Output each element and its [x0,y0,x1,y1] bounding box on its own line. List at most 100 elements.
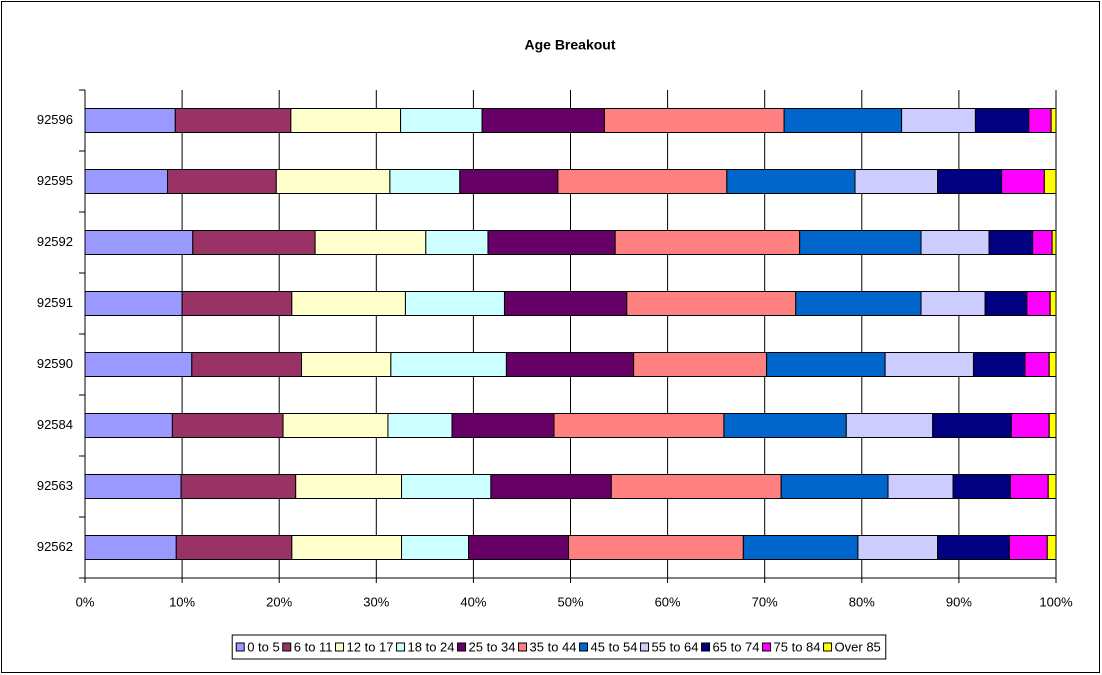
bar-segment [974,108,1030,133]
bar-segment [1043,169,1057,194]
bar-segment [275,169,391,194]
bar-segment [626,291,797,316]
bar-segment [1051,230,1057,255]
legend-label: 0 to 5 [247,639,280,654]
bar-segment [1049,291,1057,316]
x-tick-label: 80% [849,594,875,609]
bar-segment [610,474,782,499]
bar-segment [726,169,856,194]
bar-segment [1008,535,1048,560]
bar-segment [1001,169,1045,194]
x-tick-label: 40% [460,594,486,609]
bar-segment [291,291,406,316]
bar-segment [1009,474,1049,499]
bar-segment [920,291,986,316]
bar-segment [557,169,728,194]
bar-segment [180,474,297,499]
bar-segment [799,230,922,255]
bar-segment [1032,230,1053,255]
legend-label: 18 to 24 [408,639,455,654]
legend-swatch [701,642,711,652]
bar-segment [553,413,725,438]
legend-swatch [579,642,589,652]
bar-segment [390,352,507,377]
y-tick-label: 92563 [37,478,73,493]
bar-segment [84,169,169,194]
legend-swatch [823,642,833,652]
bar-segment [857,535,939,560]
bar-segment [451,413,555,438]
y-tick-label: 92596 [37,112,73,127]
bar-segment [932,413,1012,438]
bar-segment [568,535,744,560]
bar-segment [290,108,402,133]
bar-segment [1046,535,1057,560]
bar-segment [301,352,392,377]
x-tick-label: 0% [76,594,95,609]
bar-segment [295,474,403,499]
x-tick-label: 50% [557,594,583,609]
bar-segment [742,535,859,560]
bar-segment [1026,291,1051,316]
bar-segment [192,230,316,255]
bar-segment [937,169,1003,194]
bar-segment [481,108,605,133]
bar-segment [282,413,389,438]
bar-segment [84,535,177,560]
legend-swatch [457,642,467,652]
x-tick-label: 20% [266,594,292,609]
bar-segment [425,230,489,255]
bar-segment [404,291,505,316]
legend-label: 55 to 64 [652,639,699,654]
chart-title: Age Breakout [524,37,615,53]
bar-segment [503,291,628,316]
x-tick-label: 30% [363,594,389,609]
bar-segment [972,352,1026,377]
bar-segment [487,230,616,255]
bar-segment [795,291,922,316]
bar-segment [84,352,193,377]
x-tick-label: 10% [169,594,195,609]
bar-segment [84,474,182,499]
legend-swatch [335,642,345,652]
y-tick-label: 92591 [37,295,73,310]
legend-label: 75 to 84 [774,639,821,654]
legend-swatch [282,642,292,652]
bar-segment [780,474,889,499]
bar-segment [1010,413,1050,438]
legend-label: 12 to 17 [347,639,394,654]
bar-segment [633,352,768,377]
bar-segment [952,474,1011,499]
bar-segment [84,413,173,438]
bar-segment [401,535,470,560]
x-tick-label: 100% [1039,594,1073,609]
bar-segment [171,413,284,438]
bar-segment [901,108,976,133]
bar-segment [181,291,293,316]
y-tick-label: 92584 [37,417,73,432]
bar-segment [845,413,934,438]
bar-segment [175,535,293,560]
legend-label: 25 to 34 [469,639,516,654]
bar-segment [401,474,492,499]
legend-swatch [518,642,528,652]
bar-segment [783,108,903,133]
legend-label: 35 to 44 [530,639,577,654]
legend-label: 6 to 11 [294,639,333,654]
legend-label: 65 to 74 [713,639,760,654]
bar-segment [84,291,183,316]
bar-segment [505,352,635,377]
bar-segment [84,230,194,255]
legend-label: Over 85 [835,639,881,654]
bar-segment [766,352,886,377]
bar-segment [854,169,939,194]
bar-segment [884,352,974,377]
bar-segment [984,291,1028,316]
bar-segment [387,413,453,438]
bar-segment [614,230,801,255]
x-tick-label: 70% [752,594,778,609]
bar-segment [490,474,612,499]
bar-segment [1048,413,1057,438]
